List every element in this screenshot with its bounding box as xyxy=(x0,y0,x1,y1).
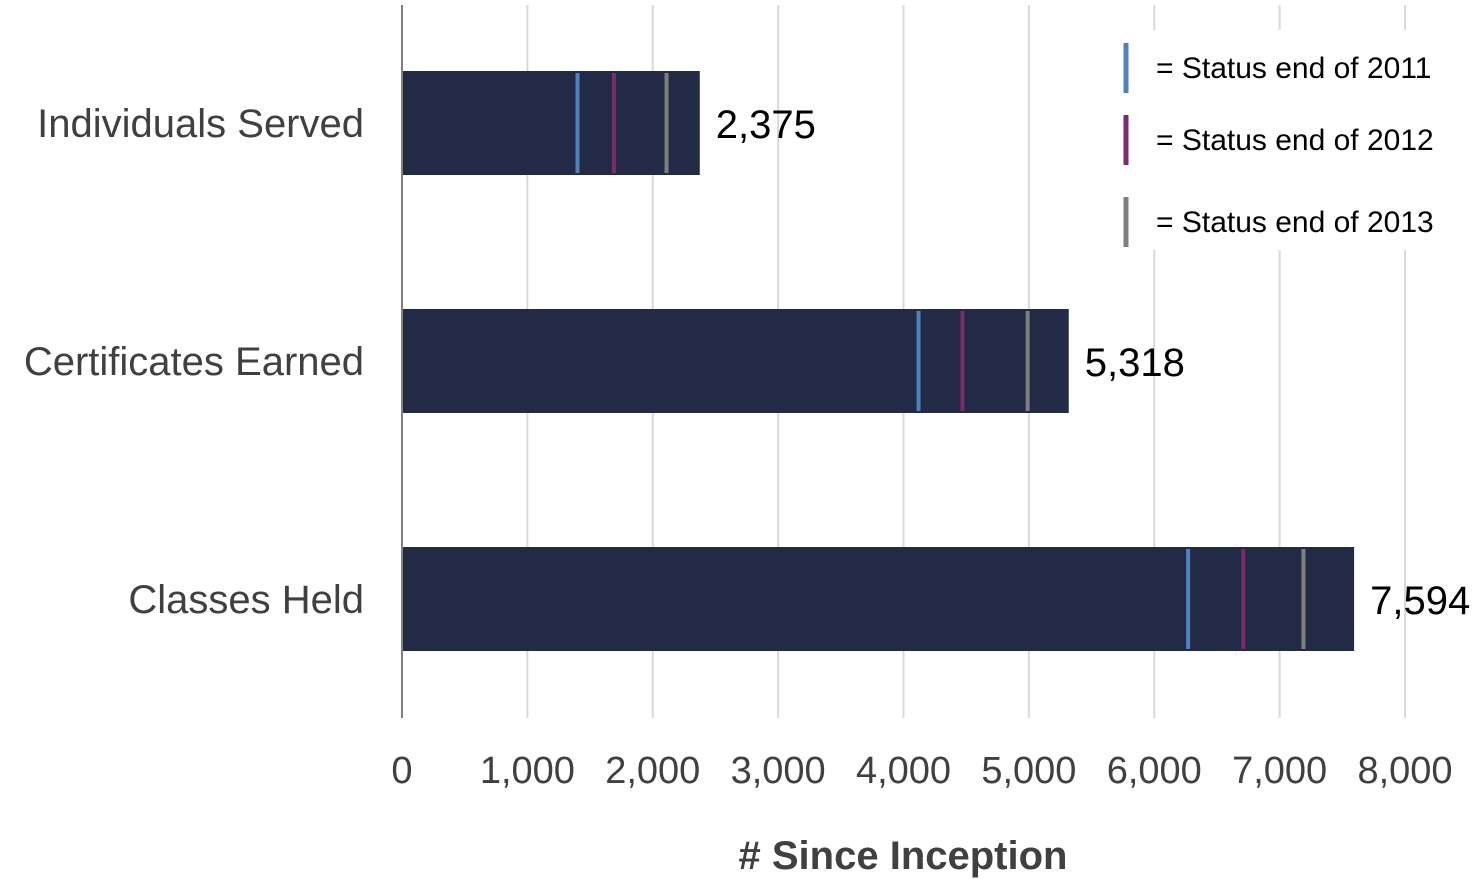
bar-2 xyxy=(402,547,1355,651)
x-tick-label-3: 3,000 xyxy=(731,750,826,792)
value-label-1: 5,318 xyxy=(1085,341,1185,385)
value-label-0: 2,375 xyxy=(716,103,816,147)
legend-label-2: = Status end of 2013 xyxy=(1156,206,1434,239)
category-labels: Individuals Served Certificates Earned Cla… xyxy=(24,102,364,622)
legend-background xyxy=(1108,30,1470,250)
bar-1 xyxy=(402,309,1069,413)
bars xyxy=(402,71,1355,651)
x-tick-label-7: 7,000 xyxy=(1232,750,1327,792)
x-tick-label-5: 5,000 xyxy=(981,750,1076,792)
value-labels: 2,375 5,318 7,594 xyxy=(716,103,1470,623)
x-tick-label-1: 1,000 xyxy=(480,750,575,792)
x-tick-label-2: 2,000 xyxy=(605,750,700,792)
x-tick-label-0: 0 xyxy=(391,750,412,792)
x-tick-label-6: 6,000 xyxy=(1107,750,1202,792)
legend-label-1: = Status end of 2012 xyxy=(1156,124,1434,157)
x-axis-title: # Since Inception xyxy=(739,834,1068,878)
legend-label-0: = Status end of 2011 xyxy=(1156,52,1432,85)
x-tick-label-4: 4,000 xyxy=(856,750,951,792)
bar-0 xyxy=(402,71,700,175)
x-tick-labels: 0 1,000 2,000 3,000 4,000 5,000 6,000 7,000 8,00… xyxy=(391,750,1452,792)
value-label-2: 7,594 xyxy=(1370,579,1470,623)
x-tick-label-8: 8,000 xyxy=(1357,750,1452,792)
legend: = Status end of 2011 = Status end of 2012… xyxy=(1108,30,1470,250)
category-label-2: Classes Held xyxy=(128,578,364,622)
status-markers xyxy=(575,73,1306,649)
category-label-0: Individuals Served xyxy=(37,102,364,146)
category-label-1: Certificates Earned xyxy=(24,340,364,384)
